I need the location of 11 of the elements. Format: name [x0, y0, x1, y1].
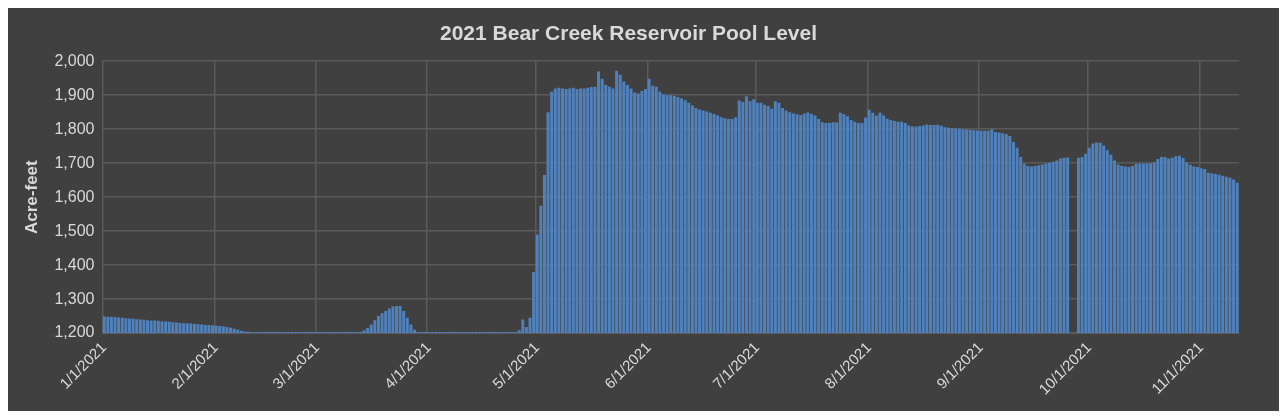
y-tick-label: 2,000 [54, 51, 95, 69]
y-tick-label: 1,700 [54, 153, 95, 171]
y-tick-label: 1,200 [54, 323, 95, 341]
y-tick-label: 1,500 [54, 221, 95, 239]
chart-title: 2021 Bear Creek Reservoir Pool Level [439, 21, 818, 45]
y-tick-label: 1,300 [54, 289, 95, 307]
y-tick-label: 1,600 [54, 187, 95, 205]
y-tick-label: 1,400 [54, 255, 95, 273]
y-tick-label: 1,900 [54, 85, 95, 103]
y-tick-label: 1,800 [54, 119, 95, 137]
y-axis-title: Acre-feet [21, 159, 41, 234]
